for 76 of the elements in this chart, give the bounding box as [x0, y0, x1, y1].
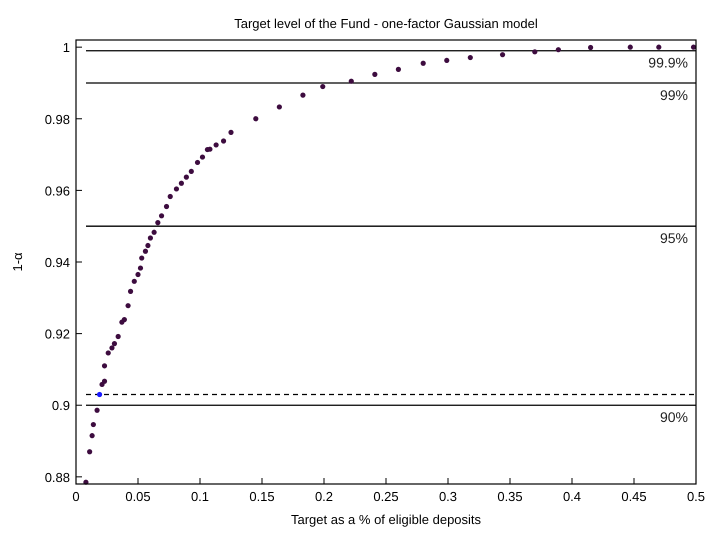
point	[109, 345, 115, 351]
point	[420, 60, 426, 66]
point	[102, 378, 108, 384]
point	[372, 72, 378, 77]
point	[500, 52, 506, 58]
point	[155, 220, 160, 226]
point	[90, 433, 95, 438]
ref-line-label: 99%	[660, 86, 688, 103]
x-tick-label: 0.25	[373, 489, 399, 504]
x-tick-label: 0.4	[562, 489, 582, 504]
point	[94, 408, 100, 413]
point	[116, 334, 121, 340]
point	[106, 350, 111, 356]
y-tick-label: 0.96	[44, 183, 70, 198]
point	[174, 186, 180, 192]
point	[396, 66, 401, 72]
point	[253, 116, 258, 122]
ref-line-label: 95%	[660, 230, 688, 246]
point	[158, 213, 164, 218]
x-tick-label: 0.05	[125, 489, 151, 504]
chart-title: Target level of the Fund - one-factor Gaussian model	[234, 16, 538, 31]
ref-line-label: 99.9%	[648, 54, 688, 71]
x-tick-label: 0.2	[314, 489, 334, 504]
point	[556, 47, 561, 52]
point	[125, 303, 131, 308]
ref-line-label: 90%	[660, 409, 688, 426]
point	[102, 363, 108, 368]
y-tick-label: 0.9	[52, 398, 70, 414]
point	[220, 138, 226, 144]
point	[168, 194, 173, 200]
y-tick-label: 0.88	[44, 470, 70, 485]
point	[128, 288, 134, 294]
y-tick-label: 1	[62, 40, 70, 56]
point	[164, 204, 170, 210]
y-tick-label: 0.92	[44, 326, 70, 342]
y-tick-label: 0.98	[44, 112, 70, 127]
point	[444, 58, 450, 64]
point	[588, 44, 594, 50]
point	[138, 265, 144, 271]
point	[90, 422, 96, 428]
y-tick-label: 0.94	[44, 255, 70, 270]
point	[320, 84, 326, 90]
point	[532, 49, 538, 54]
point	[96, 392, 102, 398]
point	[178, 180, 184, 186]
point	[112, 341, 118, 346]
point	[148, 235, 153, 241]
x-tick-label: 0.1	[190, 489, 210, 504]
point	[145, 242, 151, 248]
point	[200, 154, 206, 160]
x-tick-label: 0.5	[686, 489, 706, 504]
x-tick-label: 0.35	[497, 489, 523, 504]
point	[276, 104, 282, 110]
point	[132, 278, 137, 284]
x-tick-label: 0	[72, 489, 80, 504]
point	[139, 255, 144, 261]
point	[468, 54, 473, 60]
point	[152, 230, 157, 235]
point	[300, 92, 306, 98]
point	[184, 174, 189, 180]
y-axis-title: 1-α	[10, 252, 25, 272]
point	[194, 160, 200, 166]
point	[142, 248, 148, 254]
x-tick-label: 0.15	[249, 489, 275, 504]
x-tick-label: 0.45	[621, 489, 647, 504]
point	[188, 168, 194, 174]
point	[122, 317, 127, 322]
point	[228, 130, 234, 135]
point	[135, 272, 141, 278]
point	[628, 44, 633, 50]
point	[87, 449, 92, 454]
point	[348, 78, 354, 84]
point	[656, 44, 662, 50]
x-axis-title: Target as a % of eligible deposits	[290, 512, 482, 527]
x-tick-label: 0.3	[438, 489, 458, 504]
point	[214, 142, 219, 148]
